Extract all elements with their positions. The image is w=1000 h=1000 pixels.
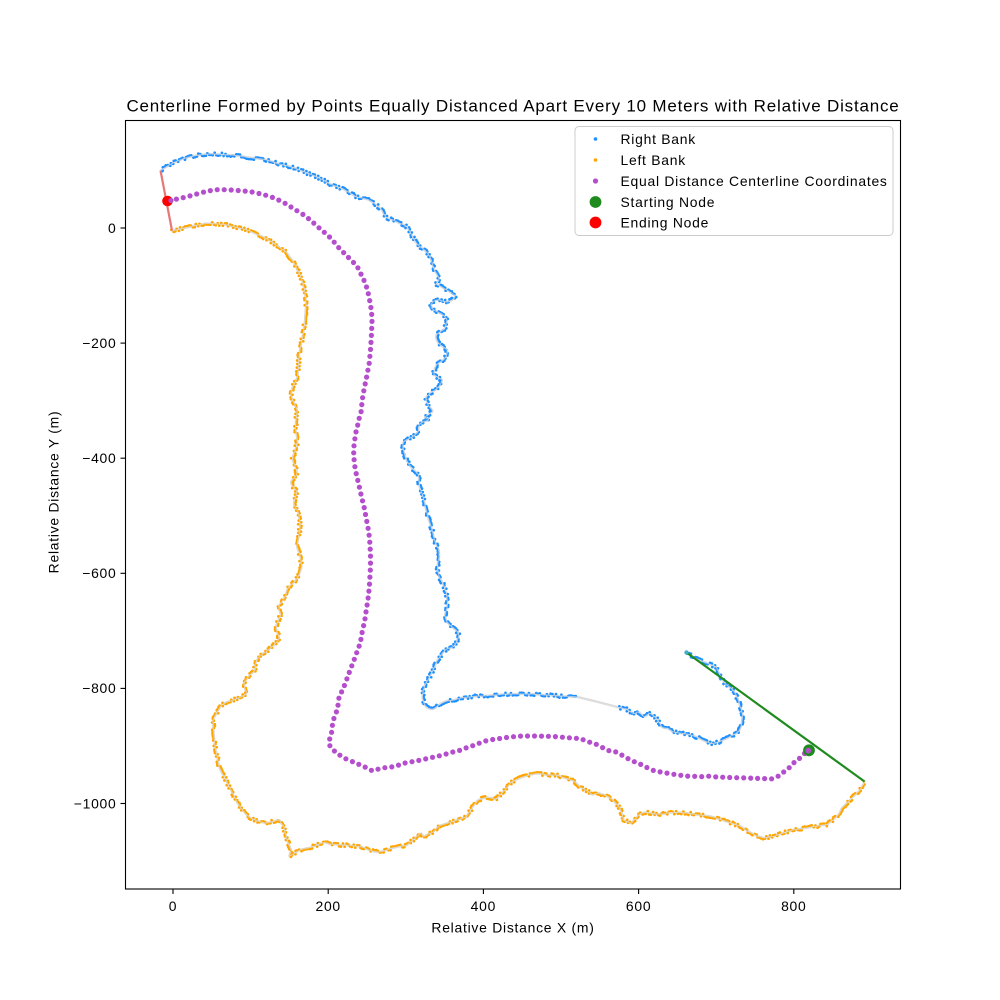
svg-text:800: 800	[781, 898, 806, 914]
svg-text:Ending Node: Ending Node	[621, 214, 710, 230]
svg-text:400: 400	[471, 898, 496, 914]
svg-text:0: 0	[169, 898, 177, 914]
svg-text:Left Bank: Left Bank	[621, 152, 686, 168]
svg-text:Starting Node: Starting Node	[621, 194, 716, 210]
svg-text:−200: −200	[82, 335, 116, 351]
svg-text:−800: −800	[82, 680, 116, 696]
svg-text:600: 600	[626, 898, 651, 914]
svg-text:−600: −600	[82, 565, 116, 581]
svg-text:Equal Distance Centerline Coor: Equal Distance Centerline Coordinates	[621, 173, 888, 189]
svg-text:−400: −400	[82, 450, 116, 466]
svg-text:Right Bank: Right Bank	[621, 131, 696, 147]
svg-text:Centerline Formed by Points Eq: Centerline Formed by Points Equally Dist…	[126, 97, 899, 116]
svg-text:−1000: −1000	[74, 795, 117, 811]
svg-text:200: 200	[315, 898, 340, 914]
svg-text:Relative Distance X (m): Relative Distance X (m)	[431, 920, 594, 936]
svg-text:Relative Distance Y (m): Relative Distance Y (m)	[46, 411, 62, 574]
svg-text:0: 0	[108, 220, 116, 236]
